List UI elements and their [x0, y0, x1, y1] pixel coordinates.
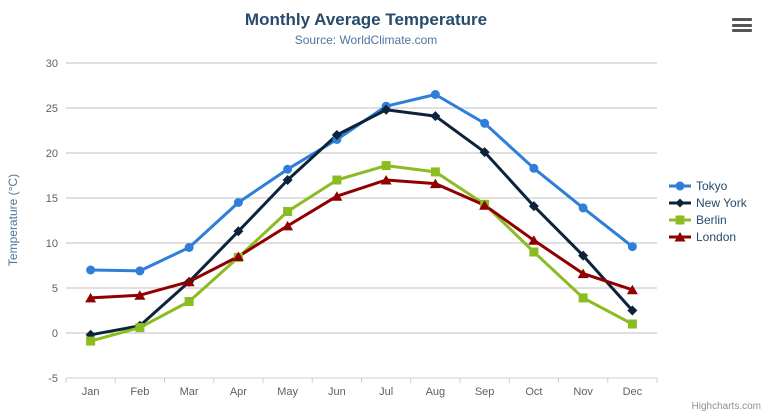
- x-axis-label: Nov: [573, 386, 593, 398]
- data-point-diamond[interactable]: [528, 201, 539, 212]
- hamburger-bar: [732, 23, 752, 27]
- data-point-circle[interactable]: [135, 266, 145, 276]
- data-point-circle[interactable]: [184, 243, 194, 252]
- x-axis-label: Jul: [379, 386, 393, 398]
- data-point-triangle[interactable]: [429, 178, 441, 189]
- data-point-triangle[interactable]: [577, 268, 589, 279]
- legend-label: New York: [696, 195, 747, 210]
- data-point-square[interactable]: [627, 319, 637, 329]
- series-line-berlin[interactable]: [89, 164, 634, 343]
- hamburger-bar: [732, 29, 752, 32]
- data-point-circle[interactable]: [529, 163, 539, 173]
- legend-label: Tokyo: [696, 178, 728, 193]
- data-point-diamond[interactable]: [578, 250, 589, 261]
- x-axis-label: Aug: [426, 386, 446, 398]
- data-point-circle[interactable]: [627, 242, 637, 252]
- x-axis-label: Sep: [475, 386, 495, 398]
- chart-title: Monthly Average Temperature: [244, 10, 488, 29]
- y-axis-label: 25: [46, 103, 58, 115]
- data-point-diamond[interactable]: [233, 226, 244, 237]
- data-point-square[interactable]: [135, 323, 145, 333]
- data-point-circle[interactable]: [578, 203, 588, 213]
- x-axis-label: Feb: [130, 386, 149, 398]
- data-point-square[interactable]: [529, 247, 539, 257]
- series-line-new-york[interactable]: [89, 108, 634, 337]
- data-point-square[interactable]: [332, 175, 342, 185]
- data-point-triangle[interactable]: [134, 290, 146, 300]
- data-point-triangle[interactable]: [626, 284, 638, 295]
- legend-item-new-york[interactable]: New York: [669, 194, 747, 211]
- data-point-triangle[interactable]: [85, 292, 97, 303]
- data-point-diamond[interactable]: [479, 147, 490, 158]
- x-axis-label: Jan: [82, 386, 100, 398]
- y-axis-label: 5: [52, 283, 58, 295]
- y-axis-label: -5: [48, 373, 58, 385]
- data-point-triangle[interactable]: [528, 235, 540, 245]
- data-point-diamond[interactable]: [331, 130, 342, 140]
- y-axis-label: 30: [46, 58, 58, 70]
- triangle-legend-icon: [669, 231, 691, 241]
- data-point-square[interactable]: [578, 293, 588, 303]
- y-axis-label: 20: [46, 148, 58, 160]
- data-point-triangle[interactable]: [282, 220, 294, 231]
- data-point-triangle[interactable]: [479, 200, 491, 210]
- data-point-triangle[interactable]: [232, 251, 244, 262]
- data-point-circle[interactable]: [283, 164, 293, 174]
- chart-legend: Tokyo New York Berlin London: [669, 177, 747, 245]
- chart-subtitle: Source: WorldClimate.com: [294, 33, 438, 47]
- data-point-diamond[interactable]: [627, 305, 638, 316]
- legend-item-berlin[interactable]: Berlin: [669, 211, 747, 228]
- data-point-square[interactable]: [184, 297, 194, 306]
- highcharts-credit[interactable]: Highcharts.com: [691, 401, 761, 412]
- x-axis-label: Apr: [230, 386, 247, 398]
- x-axis-label: Dec: [623, 386, 643, 398]
- data-point-triangle[interactable]: [331, 191, 343, 201]
- y-axis-label: 10: [46, 238, 58, 250]
- data-point-diamond[interactable]: [381, 104, 392, 115]
- data-point-circle[interactable]: [430, 90, 440, 99]
- hamburger-menu-icon[interactable]: [731, 16, 753, 34]
- hamburger-bar: [732, 18, 752, 21]
- legend-label: Berlin: [696, 212, 727, 227]
- circle-legend-icon: [669, 181, 691, 190]
- data-point-circle[interactable]: [233, 198, 243, 207]
- y-axis-label: 15: [46, 193, 58, 205]
- data-point-square[interactable]: [86, 336, 96, 346]
- diamond-legend-icon: [669, 198, 691, 207]
- legend-item-tokyo[interactable]: Tokyo: [669, 177, 747, 194]
- data-point-circle[interactable]: [86, 265, 96, 275]
- series-line-london[interactable]: [89, 178, 634, 300]
- x-axis-label: May: [277, 386, 298, 398]
- x-axis-label: Jun: [328, 386, 346, 398]
- legend-item-london[interactable]: London: [669, 228, 747, 245]
- data-point-triangle[interactable]: [183, 276, 195, 287]
- y-axis-label: 0: [52, 328, 58, 340]
- data-point-triangle[interactable]: [380, 175, 392, 185]
- data-point-circle[interactable]: [480, 118, 490, 128]
- x-axis-label: Oct: [525, 386, 542, 398]
- legend-label: London: [696, 229, 737, 244]
- data-point-square[interactable]: [430, 167, 440, 177]
- data-point-diamond[interactable]: [430, 111, 441, 122]
- data-point-square[interactable]: [283, 207, 293, 216]
- data-point-square[interactable]: [381, 161, 391, 171]
- y-axis-title: Temperature (°C): [6, 173, 20, 267]
- data-point-diamond[interactable]: [282, 175, 293, 185]
- square-legend-icon: [669, 215, 691, 224]
- x-axis-label: Mar: [180, 386, 199, 398]
